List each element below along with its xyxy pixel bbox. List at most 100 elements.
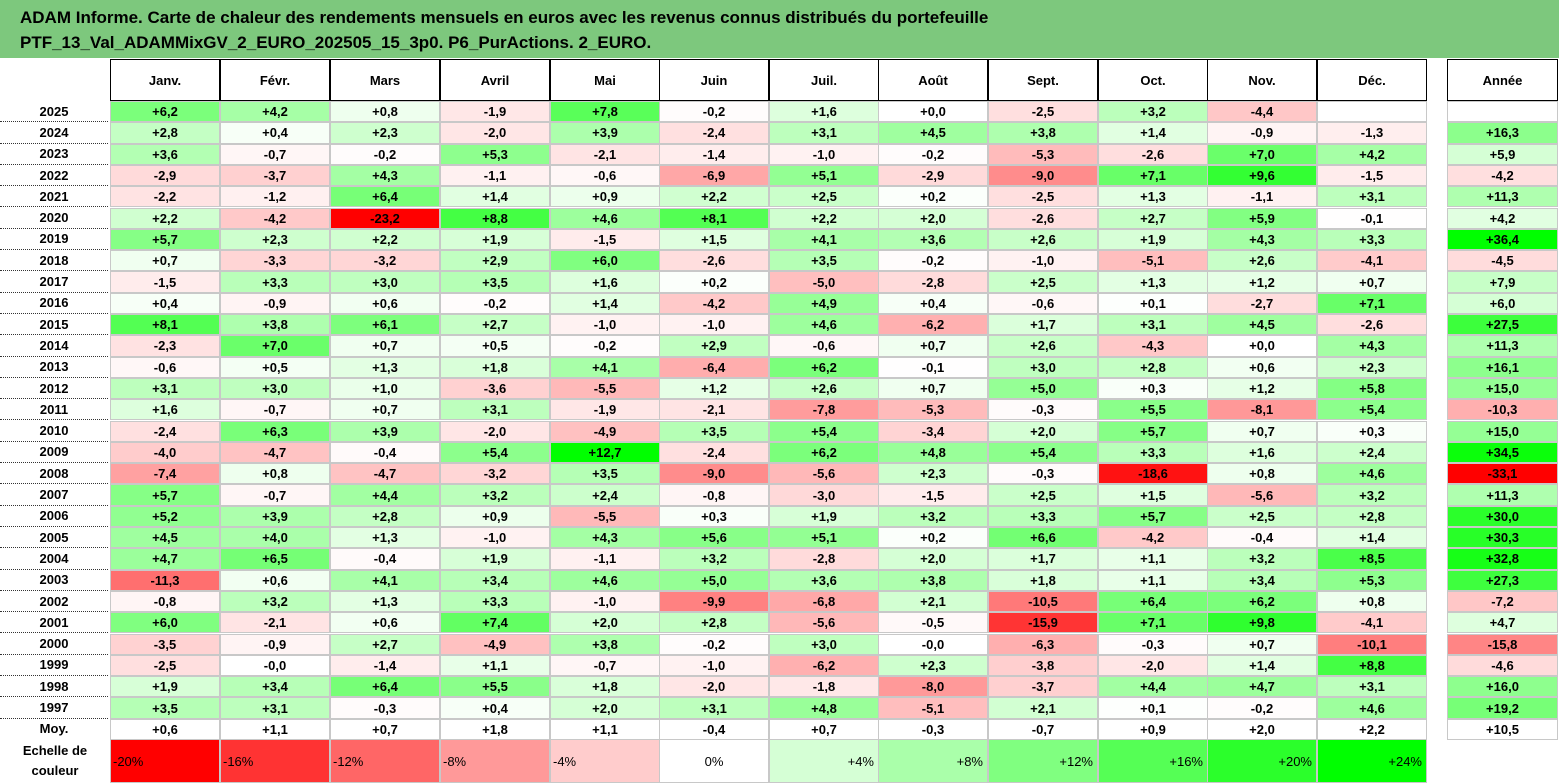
heatmap-cell: +6,2: [110, 101, 220, 123]
annual-cell: +16,0: [1447, 676, 1558, 698]
heatmap-cell: -8,1: [1207, 399, 1317, 421]
heatmap-cell: -1,1: [550, 548, 660, 570]
heatmap-cell: +3,1: [1317, 186, 1427, 208]
color-scale-step: -16%: [220, 739, 330, 783]
year-label: 2014: [0, 335, 108, 357]
annual-cell: +11,3: [1447, 335, 1558, 357]
heatmap-cell: -1,1: [1207, 186, 1317, 208]
heatmap-cell: +1,2: [1207, 271, 1317, 293]
heatmap-cell: +0,6: [220, 569, 330, 591]
heatmap-cell: +3,8: [878, 569, 988, 591]
heatmap-cell: +3,6: [769, 569, 879, 591]
heatmap-cell: +6,4: [330, 676, 440, 698]
annual-cell: +7,9: [1447, 271, 1558, 293]
heatmap-cell: -0,8: [110, 590, 220, 613]
heatmap-cell: -2,4: [659, 122, 769, 144]
heatmap-cell: +0,0: [878, 101, 988, 123]
average-cell: +2,0: [1207, 718, 1317, 740]
year-label: 1999: [0, 654, 108, 677]
heatmap-cell: -0,3: [988, 399, 1098, 421]
heatmap-cell: +1,9: [440, 548, 550, 570]
heatmap-cell: +7,8: [550, 101, 660, 123]
heatmap-cell: -2,5: [988, 101, 1098, 123]
heatmap-cell: -0,3: [988, 463, 1098, 485]
year-label: 2003: [0, 569, 108, 591]
heatmap-cell: -3,7: [988, 676, 1098, 698]
heatmap-cell: +5,2: [110, 505, 220, 527]
heatmap-cell: +2,5: [1207, 505, 1317, 527]
year-label: 2002: [0, 590, 108, 613]
heatmap-cell: +2,7: [1098, 207, 1208, 229]
average-label: Moy.: [0, 718, 108, 740]
heatmap-cell: -2,0: [1098, 654, 1208, 677]
heatmap-cell: +5,7: [110, 484, 220, 506]
heatmap-cell: -1,3: [1317, 122, 1427, 144]
heatmap-cell: +3,1: [1098, 314, 1208, 336]
heatmap-cell: +0,6: [330, 292, 440, 314]
annual-cell: +6,0: [1447, 292, 1558, 314]
heatmap-cell: -2,9: [110, 164, 220, 187]
heatmap-cell: +4,7: [1207, 676, 1317, 698]
heatmap-cell: +1,2: [1207, 377, 1317, 400]
heatmap-cell: -2,0: [659, 676, 769, 698]
heatmap-cell: +0,6: [1207, 356, 1317, 378]
annual-cell: -4,5: [1447, 250, 1558, 272]
heatmap-cell: +0,4: [440, 697, 550, 719]
heatmap-cell: +5,6: [659, 527, 769, 549]
average-cell: +0,7: [330, 718, 440, 740]
heatmap-cell: +3,0: [330, 271, 440, 293]
heatmap-cell: +5,5: [440, 676, 550, 698]
heatmap-cell: +6,5: [220, 548, 330, 570]
year-label: 2007: [0, 484, 108, 506]
heatmap-cell: -4,2: [1098, 527, 1208, 549]
heatmap-cell: +2,8: [1317, 505, 1427, 527]
heatmap-cell: -1,0: [769, 143, 879, 165]
heatmap-cell: +7,1: [1098, 612, 1208, 634]
heatmap-cell: -5,3: [988, 143, 1098, 165]
heatmap-cell: +6,4: [1098, 590, 1208, 613]
average-annual-cell: +10,5: [1447, 718, 1558, 740]
heatmap-cell: -4,4: [1207, 101, 1317, 123]
heatmap-cell: -4,1: [1317, 612, 1427, 634]
heatmap-cell: +3,2: [440, 484, 550, 506]
heatmap-cell: +3,5: [659, 420, 769, 442]
heatmap-cell: +0,8: [330, 101, 440, 123]
heatmap-cell: +3,4: [220, 676, 330, 698]
heatmap-cell: -0,9: [220, 292, 330, 314]
heatmap-cell: +0,2: [878, 527, 988, 549]
heatmap-cell: -1,0: [550, 314, 660, 336]
heatmap-cell: -5,5: [550, 505, 660, 527]
annual-cell: [1447, 101, 1558, 123]
heatmap-cell: +2,0: [988, 420, 1098, 442]
year-label: 2010: [0, 420, 108, 442]
year-label: 2017: [0, 271, 108, 293]
heatmap-cell: -3,4: [878, 420, 988, 442]
heatmap-cell: -0,9: [1207, 122, 1317, 144]
month-header-cell: Déc.: [1317, 59, 1427, 101]
heatmap-cell: +5,4: [988, 441, 1098, 464]
heatmap-cell: -5,0: [769, 271, 879, 293]
heatmap-cell: +1,7: [988, 314, 1098, 336]
heatmap-cell: +3,2: [220, 590, 330, 613]
heatmap-cell: -1,4: [659, 143, 769, 165]
annual-cell: +27,5: [1447, 314, 1558, 336]
annual-cell: +15,0: [1447, 420, 1558, 442]
heatmap-cell: +2,7: [330, 633, 440, 655]
heatmap-cell: +3,0: [769, 633, 879, 655]
annual-cell: +27,3: [1447, 569, 1558, 591]
heatmap-cell: +4,3: [550, 527, 660, 549]
average-cell: +1,1: [220, 718, 330, 740]
heatmap-cell: -9,0: [659, 463, 769, 485]
heatmap-cell: -0,7: [220, 484, 330, 506]
heatmap-cell: +2,3: [878, 654, 988, 677]
heatmap-cell: +6,2: [1207, 590, 1317, 613]
year-label: 2001: [0, 612, 108, 634]
heatmap-cell: +4,2: [1317, 143, 1427, 165]
heatmap-cell: +4,7: [110, 548, 220, 570]
heatmap-cell: +3,5: [440, 271, 550, 293]
heatmap-cell: +1,9: [1098, 228, 1208, 251]
heatmap-cell: -10,1: [1317, 633, 1427, 655]
annual-cell: -33,1: [1447, 463, 1558, 485]
heatmap-cell: +2,2: [769, 207, 879, 229]
